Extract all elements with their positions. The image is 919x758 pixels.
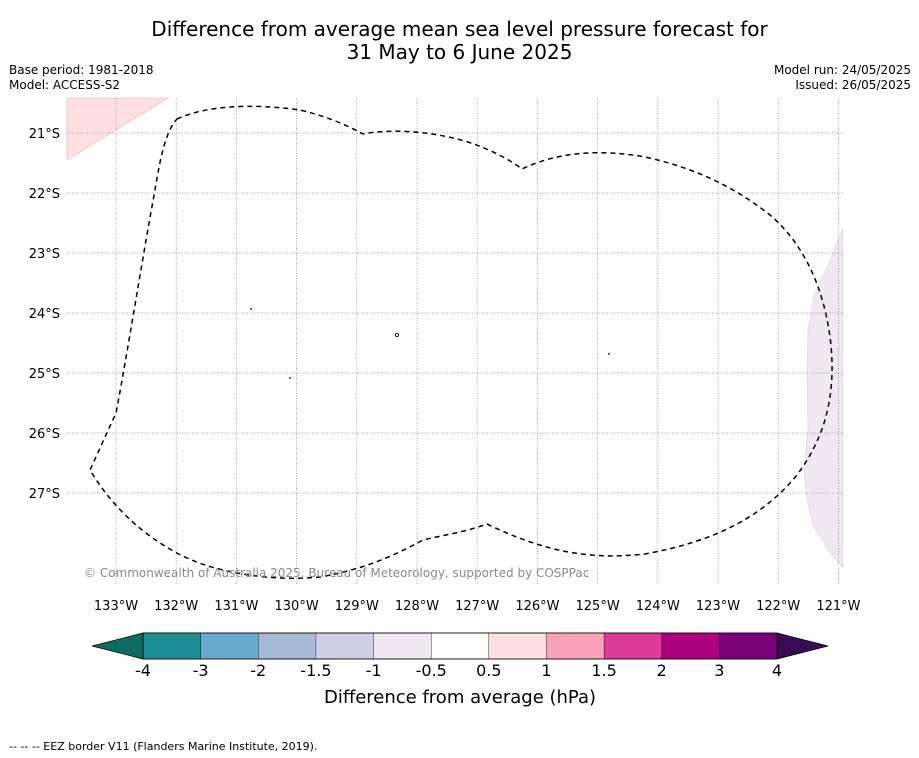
colorbar-segment: [488, 632, 548, 660]
longitude-gridlines: [115, 98, 839, 585]
colorbar-segment: [603, 632, 663, 660]
colorbar-segment: [142, 632, 202, 660]
colorbar-segment: [258, 632, 317, 660]
island-speck: [250, 308, 252, 310]
longitude-label: 133°W: [94, 599, 138, 614]
eez-footnote: -- -- -- EEZ border V11 (Flanders Marine…: [9, 740, 318, 753]
colorbar-tick-label: 3: [714, 661, 724, 680]
colorbar-segment: [315, 632, 375, 660]
colorbar-tick-label: -2: [250, 661, 266, 680]
latitude-label: 26°S: [29, 427, 60, 442]
longitude-label: 127°W: [455, 599, 499, 614]
meta-left: Base period: 1981-2018 Model: ACCESS-S2: [9, 63, 154, 93]
colorbar-tick-label: -1.5: [300, 661, 331, 680]
colorbar-segment: [373, 632, 432, 660]
model-text: Model: ACCESS-S2: [9, 78, 121, 92]
latitude-label: 23°S: [29, 247, 60, 262]
longitude-label: 125°W: [576, 599, 620, 614]
island-speck: [394, 332, 399, 337]
copyright-text: © Commonwealth of Australia 2025, Bureau…: [84, 566, 589, 580]
eez-border: [89, 105, 833, 580]
island-speck: [289, 377, 291, 379]
latitude-label: 27°S: [29, 487, 60, 502]
title-line-1: Difference from average mean sea level p…: [151, 17, 768, 41]
colorbar-segment: [661, 632, 720, 660]
colorbar-under-arrow: [91, 632, 144, 660]
positive-anomaly-area: [66, 97, 170, 161]
latitude-label: 21°S: [29, 127, 60, 142]
colorbar-segment: [430, 632, 490, 660]
meta-right: Model run: 24/05/2025 Issued: 26/05/2025: [774, 63, 911, 93]
island-speck: [608, 353, 610, 355]
colorbar-segment: [719, 632, 778, 660]
colorbar: -4 -3 -2 -1.5 -1 -0.5 0.5 1 1.5 2 3 4 Difference fr…: [91, 632, 829, 708]
longitude-labels: 133°W 132°W 131°W 130°W 129°W 128°W 127°W 126°W…: [94, 599, 861, 614]
latitude-label: 25°S: [29, 367, 60, 382]
latitude-labels: 21°S 22°S 23°S 24°S 25°S 26°S 27°S: [29, 127, 60, 502]
colorbar-segment: [200, 632, 259, 660]
model-run-text: Model run: 24/05/2025: [773, 63, 911, 77]
colorbar-tick-label: 0.5: [476, 661, 501, 680]
longitude-label: 130°W: [275, 599, 319, 614]
colorbar-title: Difference from average (hPa): [324, 687, 596, 708]
base-period-text: Base period: 1981-2018: [9, 63, 154, 77]
slight-negative-anomaly-area: [803, 227, 844, 569]
longitude-label: 123°W: [696, 599, 740, 614]
colorbar-tick-label: 1: [541, 661, 551, 680]
longitude-label: 129°W: [335, 599, 379, 614]
colorbar-tick-label: -3: [193, 661, 209, 680]
longitude-label: 131°W: [214, 599, 258, 614]
colorbar-segment: [546, 632, 605, 660]
map-title: Difference from average mean sea level p…: [0, 18, 919, 64]
colorbar-tick-label: -4: [135, 661, 151, 680]
issued-text: Issued: 26/05/2025: [795, 78, 911, 92]
longitude-label: 121°W: [816, 599, 860, 614]
colorbar-tick-label: 4: [772, 661, 782, 680]
colorbar-tick-label: 2: [657, 661, 667, 680]
latitude-label: 24°S: [29, 307, 60, 322]
latitude-label: 22°S: [29, 187, 60, 202]
colorbar-tick-label: -0.5: [416, 661, 447, 680]
longitude-label: 122°W: [756, 599, 800, 614]
colorbar-tick-label: -1: [366, 661, 382, 680]
title-line-2: 31 May to 6 June 2025: [346, 40, 573, 64]
longitude-label: 126°W: [515, 599, 559, 614]
colorbar-tick-label: 1.5: [591, 661, 616, 680]
latitude-gridlines: [67, 132, 843, 494]
longitude-label: 124°W: [636, 599, 680, 614]
longitude-label: 132°W: [154, 599, 198, 614]
colorbar-over-arrow: [776, 632, 829, 660]
longitude-label: 128°W: [395, 599, 439, 614]
